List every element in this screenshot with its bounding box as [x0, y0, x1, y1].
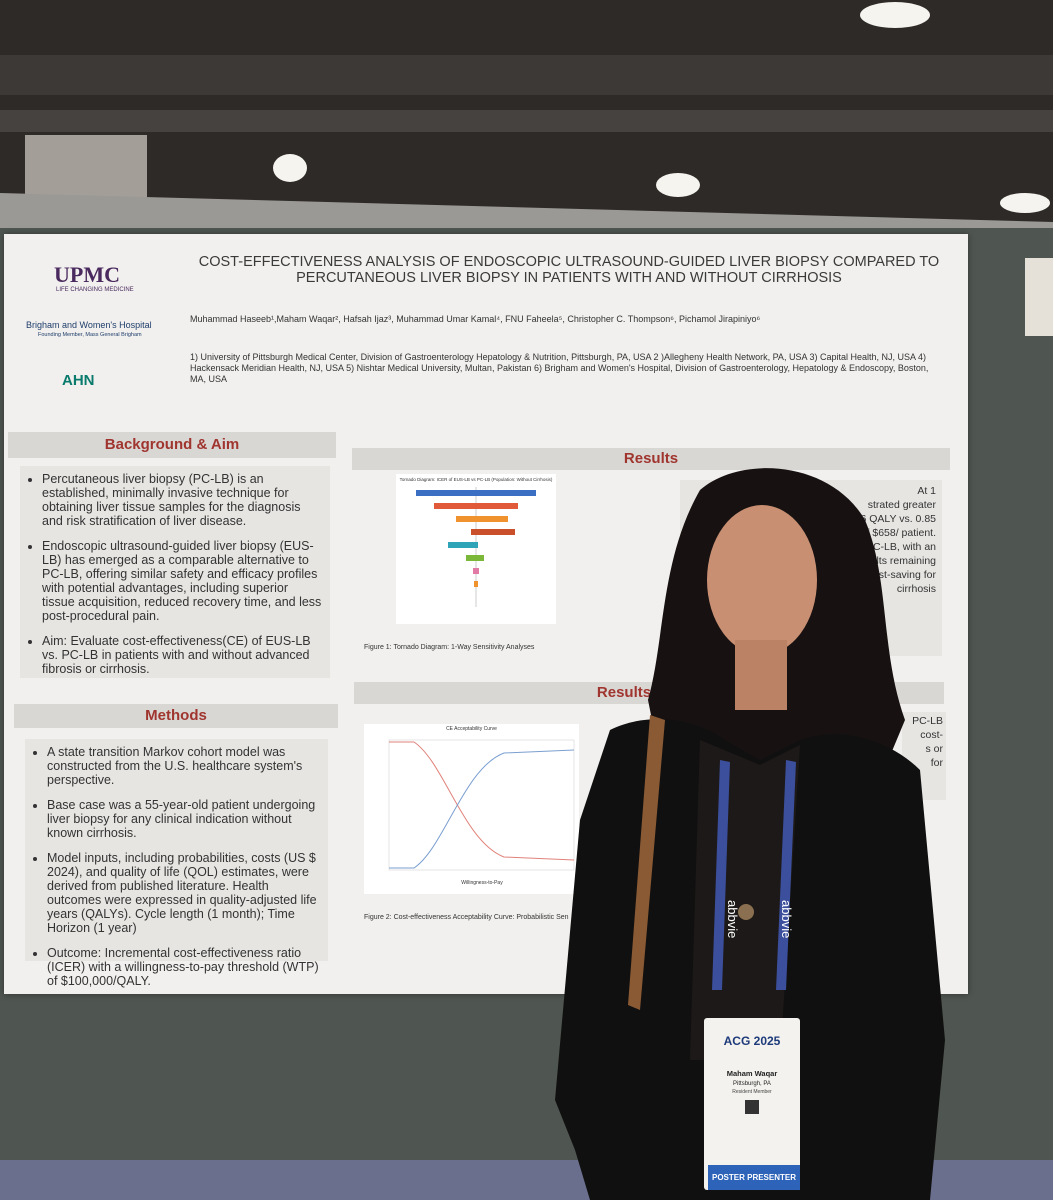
- pendant: [738, 904, 754, 920]
- lanyard-text: abbvie: [779, 900, 794, 938]
- logo-tagline: Founding Member, Mass General Brigham: [38, 332, 142, 338]
- bar: [434, 503, 518, 509]
- results-text: PC-LB cost-s or for: [902, 712, 946, 800]
- bullet: Percutaneous liver biopsy (PC-LB) is an …: [42, 472, 322, 528]
- text-fragment: cost-saving for: [867, 569, 936, 581]
- tornado-diagram: [416, 487, 536, 607]
- bar: [456, 516, 508, 522]
- light: [656, 173, 700, 197]
- figure: Tornado Diagram: ICER of EUS-LB vs PC-LB…: [396, 474, 556, 624]
- figure-caption: Figure 2: Cost-effectiveness Acceptabili…: [364, 914, 569, 921]
- text-fragment: for: [930, 757, 943, 769]
- bar: [471, 529, 515, 535]
- logo-ahn: AHN: [62, 372, 95, 389]
- text-fragment: At 1: [917, 485, 936, 497]
- badge-role: POSTER PRESENTER: [712, 1173, 796, 1182]
- light: [1000, 193, 1050, 213]
- badge-ribbon: [708, 1165, 800, 1190]
- section-body: Percutaneous liver biopsy (PC-LB) is an …: [20, 466, 330, 678]
- poster-title: COST-EFFECTIVENESS ANALYSIS OF ENDOSCOPI…: [198, 254, 940, 286]
- bar: [466, 555, 484, 561]
- pillar: [25, 135, 147, 197]
- text-fragment: strated greater: [867, 499, 936, 511]
- lanyard: [776, 760, 796, 990]
- text-fragment: cirrhosis: [896, 583, 936, 595]
- ce-curve: Willingness-to-Pay: [388, 739, 575, 886]
- badge-member: Resident Member: [732, 1089, 772, 1095]
- badge-location: Pittsburgh, PA: [733, 1081, 771, 1087]
- badge-name: Maham Waqar: [727, 1069, 778, 1078]
- light: [273, 154, 307, 182]
- lanyard: [712, 760, 730, 990]
- bullet: Endoscopic ultrasound-guided liver biops…: [42, 539, 322, 623]
- bullet: A state transition Markov cohort model w…: [47, 745, 320, 787]
- section-header: Methods: [14, 704, 338, 728]
- figure: CE Acceptability Curve Willingness-to-Pa…: [364, 724, 579, 894]
- beam: [0, 55, 1053, 95]
- bullet-list: Percutaneous liver biopsy (PC-LB) is an …: [42, 472, 322, 676]
- x-axis-label: Willingness-to-Pay: [461, 880, 503, 886]
- text-fragment: 0.86 QALY vs. 0.85: [845, 513, 936, 525]
- section-body: A state transition Markov cohort model w…: [25, 739, 328, 988]
- bullet: Aim: Evaluate cost-effectiveness(CE) of …: [42, 634, 322, 676]
- figure-title: CE Acceptability Curve: [446, 726, 497, 732]
- bag-strap: [628, 715, 665, 1010]
- text-fragment: st of $658/ patient.: [849, 527, 936, 539]
- curve: [389, 741, 575, 861]
- text-fragment: PC-LB: [912, 715, 943, 727]
- qr-code: [745, 1100, 759, 1114]
- logo-upmc: UPMC: [54, 262, 120, 287]
- face: [707, 505, 817, 655]
- text-fragment: s or: [925, 743, 943, 755]
- neck: [735, 640, 787, 710]
- bar: [448, 542, 478, 548]
- bar: [473, 568, 479, 574]
- badge-event: ACG 2025: [724, 1034, 781, 1048]
- light: [860, 2, 930, 28]
- bullet: Base case was a 55-year-old patient unde…: [47, 798, 320, 840]
- figure-title: Tornado Diagram: ICER of EUS-LB vs PC-LB…: [399, 477, 553, 482]
- adjacent-poster: [1025, 258, 1053, 336]
- text-fragment: lts remaining: [876, 555, 936, 567]
- figure-caption: Figure 1: Tornado Diagram: 1-Way Sensiti…: [364, 644, 535, 651]
- curve: [389, 749, 575, 869]
- bar: [416, 490, 536, 496]
- bullet: Outcome: Incremental cost-effectiveness …: [47, 946, 320, 988]
- affiliations: 1) University of Pittsburgh Medical Cent…: [190, 352, 929, 384]
- section-header: Results: [352, 448, 950, 470]
- bullet: Model inputs, including probabilities, c…: [47, 851, 320, 935]
- text-fragment: cost-: [920, 729, 943, 741]
- authors: Muhammad Haseeb¹,Maham Waqar², Hafsah Ij…: [190, 314, 761, 324]
- logo-tagline: LIFE CHANGING MEDICINE: [56, 287, 134, 293]
- bullet-list: A state transition Markov cohort model w…: [47, 745, 320, 988]
- beam: [0, 110, 1053, 132]
- lanyard-text: abbvie: [725, 900, 740, 938]
- text-fragment: PC-LB, with an: [865, 541, 936, 553]
- logo-bwh: Brigham and Women's Hospital: [26, 320, 152, 330]
- plot-area: [388, 739, 575, 871]
- bar: [474, 581, 478, 587]
- section-header: Background & Aim: [8, 432, 336, 458]
